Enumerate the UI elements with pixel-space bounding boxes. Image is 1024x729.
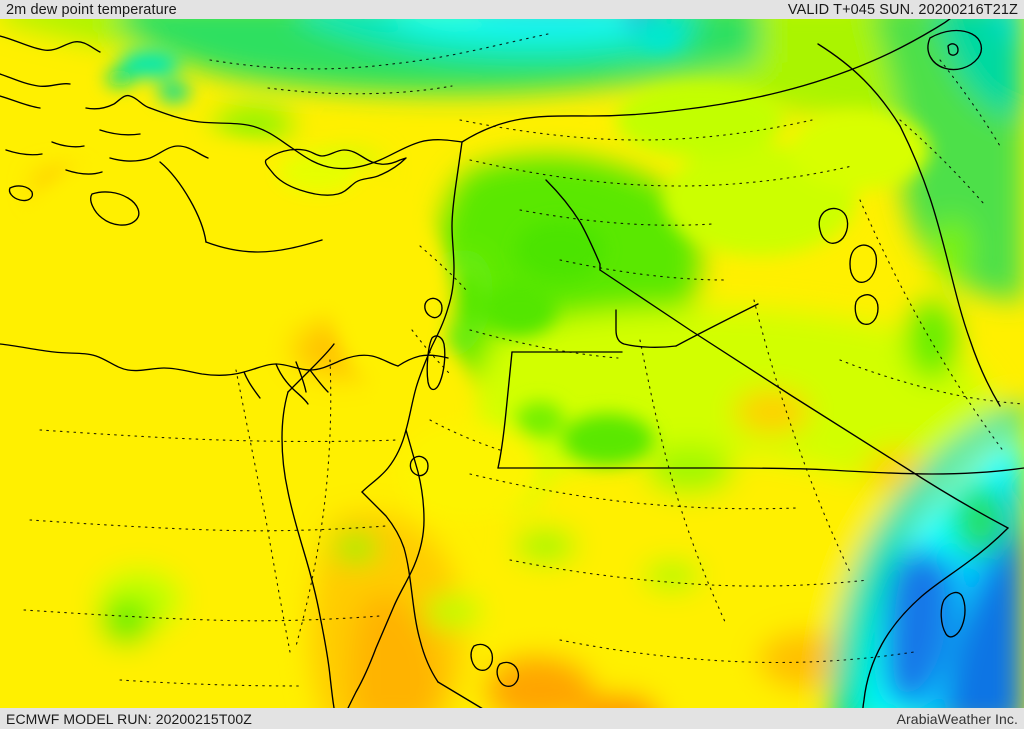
page-title: 2m dew point temperature (6, 2, 177, 19)
attribution-label: ArabiaWeather Inc. (896, 710, 1018, 727)
model-run-label: ECMWF MODEL RUN: 20200215T00Z (6, 710, 252, 727)
valid-time-label: VALID T+045 SUN. 20200216T21Z (787, 2, 1018, 19)
footer-bar: ECMWF MODEL RUN: 20200215T00Z ArabiaWeat… (0, 708, 1024, 729)
dewpoint-field-detail (0, 25, 930, 518)
internal-boundaries (23, 33, 1024, 687)
header-bar: 2m dew point temperature VALID T+045 SUN… (0, 0, 1024, 19)
